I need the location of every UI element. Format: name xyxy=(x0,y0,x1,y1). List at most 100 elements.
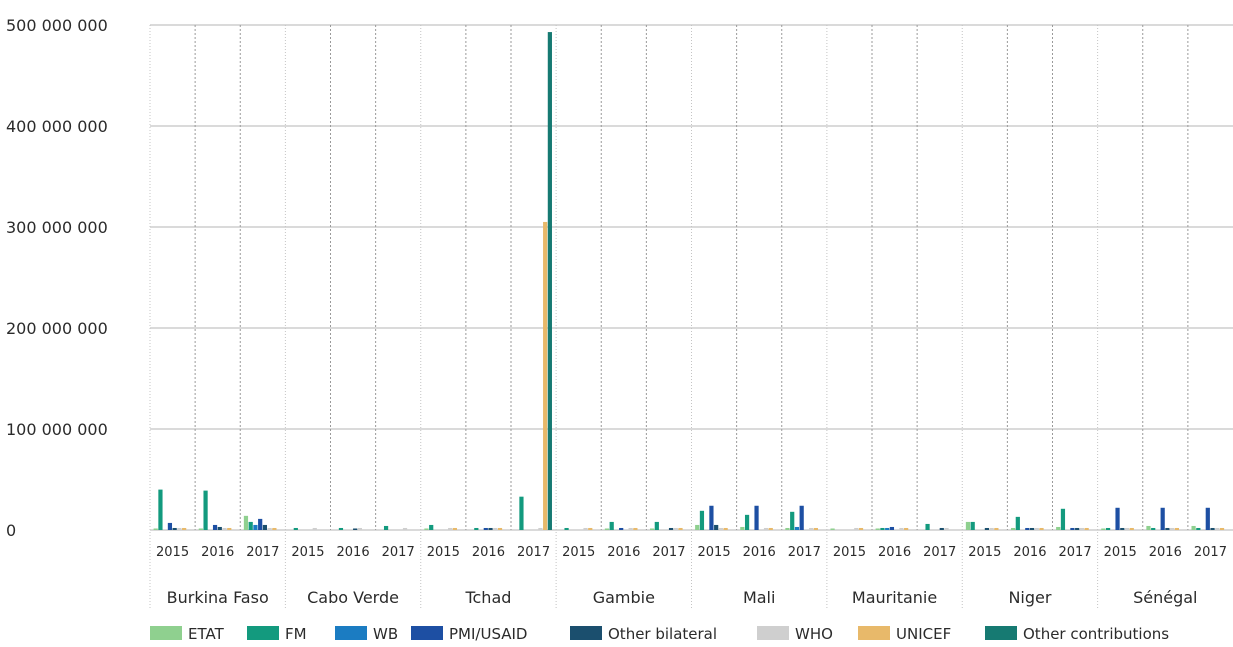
bar xyxy=(925,523,930,530)
bar xyxy=(267,527,272,530)
bar xyxy=(262,524,268,530)
bar xyxy=(628,527,633,530)
bar xyxy=(243,515,249,530)
bar xyxy=(272,527,277,530)
bar xyxy=(673,527,678,530)
x-tick-year: 2015 xyxy=(698,545,731,560)
bar xyxy=(474,527,479,530)
bar xyxy=(203,490,208,530)
bar xyxy=(1196,527,1201,530)
y-tick-label: 0 xyxy=(6,521,16,540)
bar xyxy=(880,527,885,530)
bar xyxy=(889,526,895,530)
legend-swatch xyxy=(247,626,279,640)
bar xyxy=(794,526,800,530)
x-tick-year: 2016 xyxy=(1013,545,1046,560)
bar xyxy=(654,521,659,530)
bar xyxy=(357,527,363,530)
bar xyxy=(448,527,453,530)
bar xyxy=(1075,527,1080,530)
bar xyxy=(678,527,683,530)
bar xyxy=(198,528,203,530)
bar xyxy=(497,527,503,530)
bar xyxy=(1124,527,1130,530)
bar xyxy=(790,511,795,530)
x-tick-year: 2015 xyxy=(1104,545,1137,560)
bar xyxy=(1015,516,1020,530)
x-tick-year: 2017 xyxy=(788,545,821,560)
country-label: Mali xyxy=(743,588,776,607)
bar xyxy=(338,527,344,530)
country-label: Burkina Faso xyxy=(167,588,269,607)
bar xyxy=(222,527,227,530)
bar xyxy=(538,527,543,530)
bar xyxy=(583,527,588,530)
bar xyxy=(875,528,880,530)
bar xyxy=(633,527,638,530)
bar xyxy=(904,527,909,530)
bar xyxy=(402,527,408,530)
country-label: Gambie xyxy=(593,588,655,607)
bar xyxy=(1084,527,1089,530)
bar xyxy=(970,521,975,530)
bar xyxy=(740,526,745,530)
x-tick-year: 2017 xyxy=(923,545,956,560)
bar xyxy=(1105,527,1111,530)
bar xyxy=(293,527,298,530)
bar xyxy=(217,526,222,530)
x-tick-year: 2017 xyxy=(1194,545,1227,560)
bar xyxy=(609,521,614,530)
legend-label: Other bilateral xyxy=(608,625,717,643)
bar xyxy=(1079,527,1085,530)
bar xyxy=(939,527,944,530)
bar xyxy=(944,527,949,530)
bar xyxy=(785,527,790,530)
bar xyxy=(519,496,524,530)
bar xyxy=(1101,528,1106,530)
x-tick-year: 2017 xyxy=(1059,545,1092,560)
bar xyxy=(424,528,429,530)
bar xyxy=(493,527,498,530)
bar xyxy=(167,522,173,530)
bar xyxy=(858,527,864,530)
legend-swatch xyxy=(757,626,789,640)
bar xyxy=(799,505,804,530)
bar xyxy=(488,527,493,530)
legend-swatch xyxy=(335,626,367,640)
bar xyxy=(258,518,263,530)
y-tick-label: 400 000 000 xyxy=(6,117,108,136)
bar xyxy=(227,527,232,530)
legend-label: WB xyxy=(373,625,398,643)
x-tick-year: 2017 xyxy=(382,545,415,560)
bar xyxy=(353,528,358,530)
x-tick-year: 2016 xyxy=(1149,545,1182,560)
legend-item: UNICEF xyxy=(858,625,951,643)
y-tick-label: 200 000 000 xyxy=(6,319,108,338)
x-tick-year: 2016 xyxy=(878,545,911,560)
x-tick-year: 2015 xyxy=(833,545,866,560)
bar xyxy=(564,527,569,530)
bar xyxy=(899,527,904,530)
x-tick-year: 2016 xyxy=(337,545,370,560)
y-tick-label: 100 000 000 xyxy=(6,420,108,439)
legend-swatch xyxy=(858,626,890,640)
bar xyxy=(483,527,488,530)
legend-label: PMI/USAID xyxy=(449,625,527,643)
bar xyxy=(182,527,187,530)
bar xyxy=(1034,527,1039,530)
bar xyxy=(1215,527,1220,530)
x-axis-year-ticks: 2015 2016 2017 2015 2016 2017 2015 2016 2017 2015… xyxy=(156,545,1227,560)
bar xyxy=(695,524,700,530)
x-tick-year: 2017 xyxy=(517,545,550,560)
bar xyxy=(543,221,548,530)
bar xyxy=(854,527,859,530)
bar xyxy=(1029,527,1035,530)
bar xyxy=(699,510,705,530)
bar xyxy=(994,527,999,530)
bar xyxy=(649,528,655,530)
bar xyxy=(212,524,218,530)
bar xyxy=(1170,527,1175,530)
bar xyxy=(1010,527,1016,530)
x-tick-year: 2015 xyxy=(968,545,1001,560)
